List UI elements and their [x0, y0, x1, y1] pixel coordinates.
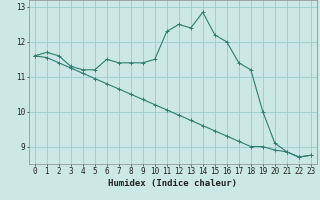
- X-axis label: Humidex (Indice chaleur): Humidex (Indice chaleur): [108, 179, 237, 188]
